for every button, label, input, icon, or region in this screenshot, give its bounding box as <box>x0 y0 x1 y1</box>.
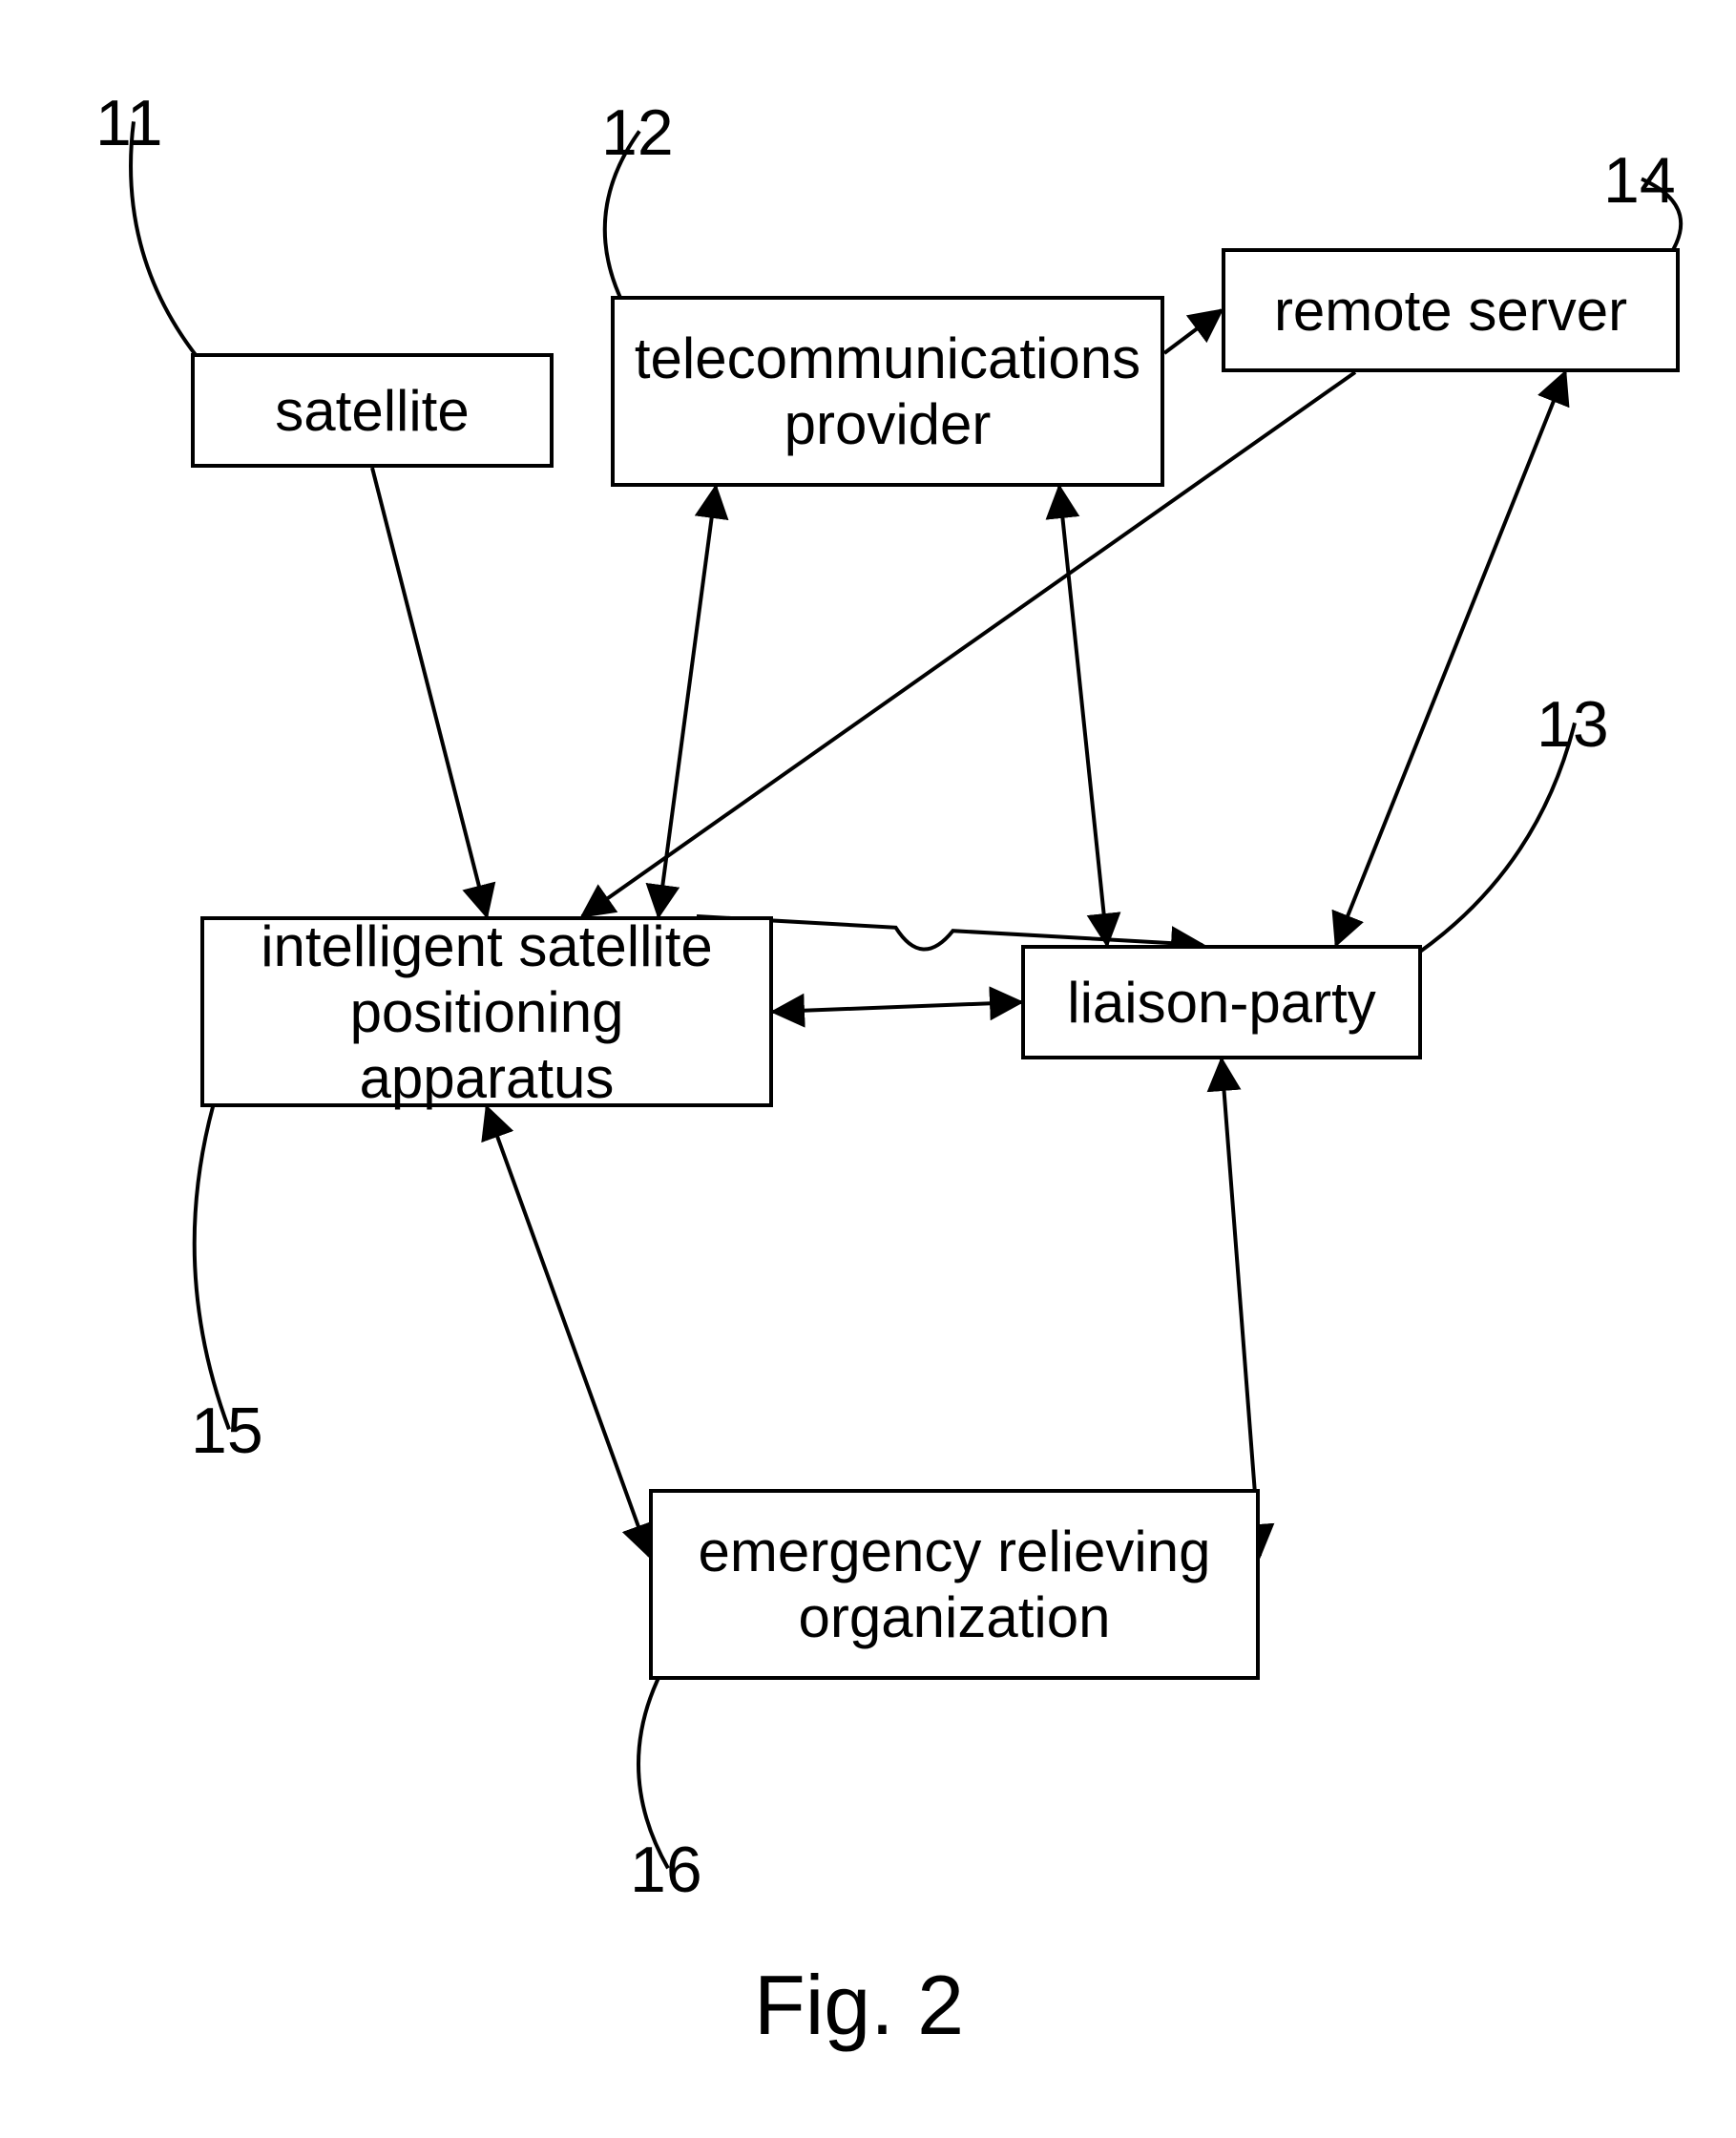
diagram-canvas: satellite telecommunicationsprovider rem… <box>0 0 1736 2138</box>
node-remote-server: remote server <box>1222 248 1680 372</box>
node-liaison-party: liaison-party <box>1021 945 1422 1059</box>
node-emergency-org: emergency relievingorganization <box>649 1489 1260 1680</box>
figure-caption: Fig. 2 <box>668 1957 1050 2054</box>
ref-11: 11 <box>95 86 163 160</box>
ref-15: 15 <box>191 1394 263 1468</box>
ref-12: 12 <box>601 95 674 170</box>
node-satellite: satellite <box>191 353 554 468</box>
node-telecom-provider: telecommunicationsprovider <box>611 296 1164 487</box>
ref-13: 13 <box>1537 687 1609 762</box>
ref-14: 14 <box>1603 143 1676 218</box>
ref-16: 16 <box>630 1833 702 1907</box>
node-positioning-apparatus: intelligent satellitepositioning apparat… <box>200 916 773 1107</box>
